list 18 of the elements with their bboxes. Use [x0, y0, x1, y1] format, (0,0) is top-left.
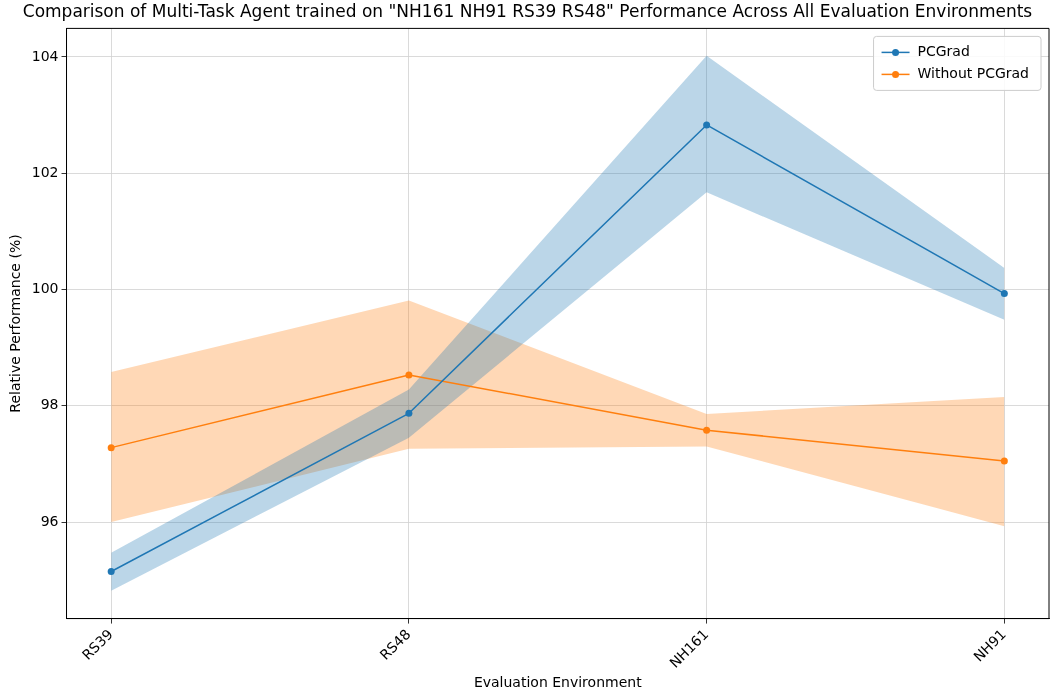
- chart-title: Comparison of Multi-Task Agent trained on "NH161 NH91 RS39 RS48" Performance Across All Evaluation Environments: [22, 0, 1033, 21]
- y-tick-label: 100: [31, 280, 59, 297]
- point: [405, 409, 413, 417]
- point: [1000, 290, 1008, 298]
- point: [107, 567, 115, 575]
- point: [405, 371, 413, 379]
- legend-label: Without PCGrad: [917, 65, 1029, 82]
- point: [703, 121, 711, 129]
- point: [703, 426, 711, 434]
- point: [107, 444, 115, 452]
- point: [1000, 457, 1008, 465]
- legend-label: PCGrad: [917, 43, 970, 60]
- y-tick-label: 104: [31, 47, 59, 64]
- y-tick-label: 96: [40, 512, 59, 529]
- y-axis-title: Relative Performance (%): [7, 234, 24, 413]
- x-axis-title: Evaluation Environment: [473, 674, 643, 691]
- y-tick-label: 102: [31, 163, 59, 180]
- y-tick-label: 98: [40, 396, 59, 413]
